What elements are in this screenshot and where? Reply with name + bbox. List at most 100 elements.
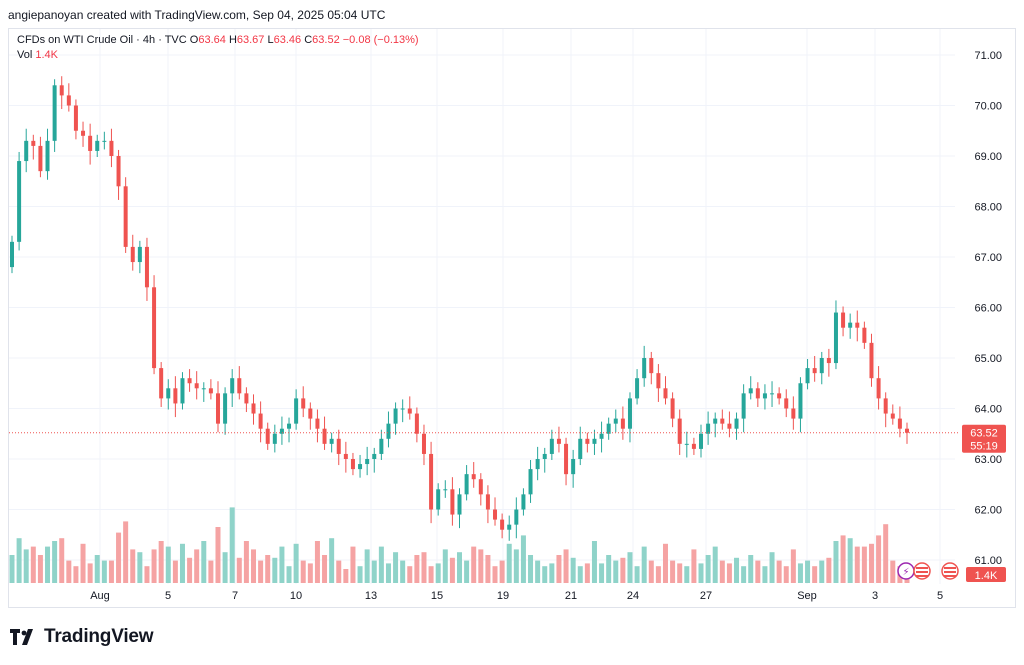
volume-bar [641, 546, 647, 583]
candle-body [144, 246, 149, 288]
candle-body [507, 524, 512, 530]
volume-bar [393, 552, 399, 583]
candle-body [649, 358, 654, 374]
volume-bar [101, 560, 107, 583]
candle-body [883, 398, 888, 414]
volume-bar [464, 560, 470, 583]
candle-body [734, 418, 739, 429]
volume-bar [712, 546, 718, 583]
candle-body [237, 378, 242, 394]
candle-body [166, 388, 171, 399]
candle-body [230, 378, 235, 394]
volume-bar [187, 557, 193, 583]
candle-body [535, 459, 540, 470]
volume-bar [840, 535, 846, 583]
volume-bar [457, 552, 462, 583]
candle-body [471, 474, 476, 480]
volume-bar [258, 560, 264, 583]
volume-bar [158, 541, 164, 583]
volume-bar [421, 552, 427, 583]
legend-high-label: H [228, 34, 237, 46]
volume-bar [87, 563, 93, 583]
tradingview-logo[interactable]: TradingView [10, 626, 154, 648]
candle-body [38, 145, 43, 172]
volume-bar [37, 555, 43, 583]
candle-body [905, 428, 909, 433]
candle-body [635, 378, 640, 399]
volume-badge-value: 1.4K [975, 570, 998, 582]
volume-bar [300, 560, 306, 583]
candle-body [386, 423, 391, 439]
volume-bar [272, 557, 278, 583]
candle-body [109, 140, 114, 156]
y-tick-label: 68.00 [974, 202, 1002, 214]
volume-bar [52, 541, 58, 583]
legend-high-value: 63.67 [236, 34, 265, 46]
volume-bar [584, 563, 590, 583]
volume-bar [16, 538, 22, 583]
volume-bar [442, 549, 448, 583]
chart-frame[interactable] [8, 28, 1016, 608]
candle-body [73, 105, 78, 131]
volume-bar [364, 549, 370, 583]
candle-body [10, 241, 14, 268]
volume-bar [705, 555, 711, 583]
legend-volume-label[interactable]: Vol [17, 49, 33, 61]
candle-body [805, 368, 810, 384]
price-badge-countdown: 55:19 [970, 441, 998, 453]
candle-body [677, 418, 682, 444]
candle-body [116, 156, 121, 187]
volume-bar [819, 560, 825, 583]
candle-body [727, 423, 732, 429]
candle-body [315, 418, 320, 429]
candle-body [599, 433, 604, 439]
x-tick-label: 24 [627, 590, 639, 602]
volume-bar [805, 560, 811, 583]
candle-body [322, 428, 327, 444]
candle-body [684, 443, 689, 445]
y-tick-label: 70.00 [974, 101, 1002, 113]
candle-body [152, 287, 157, 369]
x-tick-label: 7 [232, 590, 238, 602]
candle-body [450, 489, 455, 515]
candle-body [755, 388, 760, 399]
volume-bar [783, 566, 789, 583]
tradingview-logo-icon [10, 629, 33, 645]
candle-body [770, 393, 775, 395]
x-tick-label: 13 [365, 590, 377, 602]
legend-row-price: CFDs on WTI Crude Oil · 4h · TVC O63.64 … [17, 33, 419, 48]
volume-bar [130, 549, 136, 583]
candle-body [159, 368, 164, 399]
x-tick-label: Sep [797, 590, 817, 602]
candle-body [670, 398, 675, 419]
volume-bar [726, 563, 732, 583]
candle-body [869, 342, 874, 379]
volume-bar [407, 566, 413, 583]
lightning-glyph: ⚡ [902, 567, 909, 578]
candle-body [265, 428, 270, 444]
y-tick-label: 66.00 [974, 303, 1002, 315]
candle-body [784, 398, 789, 409]
legend-symbol[interactable]: CFDs on WTI Crude Oil · 4h · TVC [17, 34, 187, 46]
candle-body [251, 403, 256, 414]
candle-body [833, 312, 838, 364]
volume-bar [385, 563, 391, 583]
candle-body [258, 413, 263, 429]
volume-bar [485, 555, 491, 583]
candle-body [514, 509, 519, 525]
candle-body [564, 443, 569, 475]
candle-body [414, 413, 419, 434]
candle-body [308, 408, 313, 419]
volume-bar [229, 507, 235, 583]
volume-bar [499, 560, 505, 583]
x-tick-label: 19 [497, 590, 509, 602]
volume-bar [194, 549, 200, 583]
volume-bar [30, 546, 36, 583]
volume-bar [478, 549, 484, 583]
x-tick-label: 27 [700, 590, 712, 602]
candle-body [130, 246, 135, 263]
y-tick-label: 61.00 [974, 555, 1002, 567]
candle-body [358, 464, 363, 470]
candle-body [706, 423, 711, 434]
